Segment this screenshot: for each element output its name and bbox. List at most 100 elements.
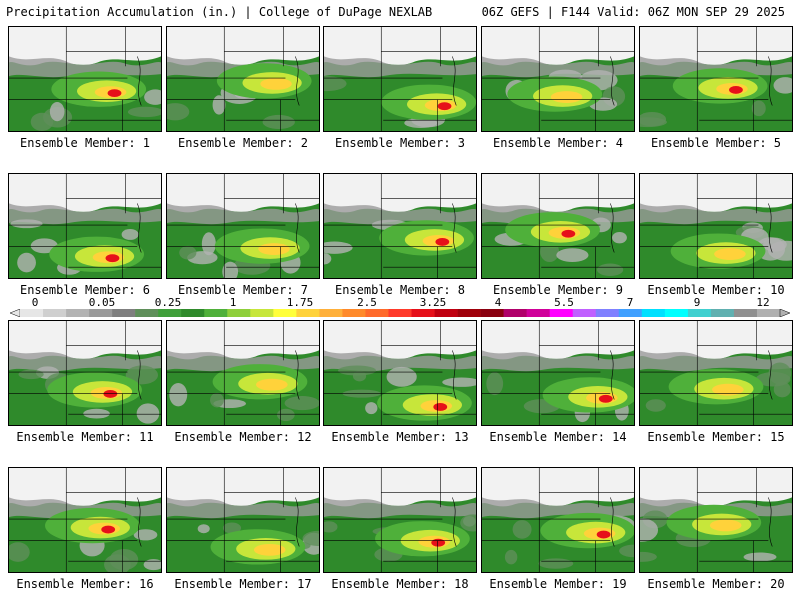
- colorbar-segment: [480, 309, 504, 317]
- light-patch: [619, 544, 634, 558]
- light-patch: [751, 100, 766, 117]
- dry-area: [9, 174, 161, 213]
- precip-map: [167, 321, 319, 425]
- precip-map: [640, 468, 792, 572]
- light-patch: [17, 252, 36, 273]
- colorbar-tick-label: 1: [229, 296, 237, 309]
- light-patch: [386, 366, 417, 387]
- colorbar-tick-label: 1.75: [286, 296, 314, 309]
- colorbar-segment: [66, 309, 90, 317]
- light-patch: [442, 377, 476, 387]
- light-patch: [768, 240, 792, 261]
- colorbar-segment: [135, 309, 159, 317]
- light-precip-band: [482, 497, 634, 519]
- dry-area: [324, 27, 476, 66]
- light-patch: [18, 369, 44, 380]
- extreme-precip-core: [101, 525, 116, 534]
- light-patch: [302, 530, 319, 546]
- light-patch: [125, 365, 159, 385]
- light-patch: [276, 408, 295, 422]
- light-patch: [324, 241, 353, 254]
- light-precip-band: [324, 497, 476, 519]
- ensemble-map-panel: [481, 173, 635, 279]
- light-patch: [640, 117, 667, 128]
- colorbar-segment: [618, 309, 643, 317]
- light-patch: [104, 554, 131, 572]
- precip-map: [324, 174, 476, 278]
- extreme-precip-core: [107, 89, 122, 98]
- colorbar-segment: [434, 309, 458, 317]
- ensemble-member-label: Ensemble Member: 19: [489, 577, 627, 591]
- ensemble-map-panel: [481, 467, 635, 573]
- ensemble-map-panel: [639, 320, 793, 426]
- light-patch: [504, 549, 518, 565]
- ensemble-member-label: Ensemble Member: 3: [334, 136, 466, 150]
- ensemble-map-panel: [8, 320, 162, 426]
- state-boundary: [452, 56, 457, 106]
- light-patch: [612, 231, 627, 244]
- colorbar-segment: [503, 309, 527, 317]
- light-patch: [556, 248, 589, 263]
- light-patch: [640, 518, 659, 542]
- ensemble-member-label: Ensemble Member: 4: [492, 136, 624, 150]
- light-patch: [645, 399, 666, 412]
- colorbar-tick-label: 12: [756, 296, 770, 309]
- light-patch: [197, 524, 210, 534]
- state-boundary: [768, 350, 773, 400]
- ensemble-member-label: Ensemble Member: 13: [331, 430, 469, 444]
- ensemble-map-panel: [8, 26, 162, 132]
- light-patch: [144, 89, 161, 105]
- ensemble-map-panel: [639, 467, 793, 573]
- light-patch: [324, 521, 338, 533]
- ensemble-map-panel: [639, 173, 793, 279]
- precip-map: [9, 468, 161, 572]
- colorbar-tick-label: 4: [494, 296, 502, 309]
- heavy-precip-core: [256, 378, 288, 391]
- colorbar-tick-label: 5.5: [554, 296, 574, 309]
- ensemble-member-label: Ensemble Member: 15: [647, 430, 785, 444]
- light-patch: [352, 370, 367, 382]
- ensemble-member-label: Ensemble Member: 11: [16, 430, 154, 444]
- light-patch: [121, 228, 139, 240]
- dry-area: [9, 27, 161, 66]
- heavy-precip-core: [253, 543, 286, 556]
- light-patch: [210, 392, 224, 408]
- colorbar-segment: [204, 309, 228, 317]
- state-boundary: [452, 497, 457, 547]
- light-patch: [640, 551, 657, 562]
- precip-map: [482, 468, 634, 572]
- extreme-precip-core: [596, 530, 611, 539]
- light-patch: [755, 372, 791, 387]
- dry-area: [167, 174, 319, 213]
- precip-map: [9, 174, 161, 278]
- colorbar-segment: [227, 309, 251, 317]
- precip-map: [324, 321, 476, 425]
- light-patch: [49, 101, 65, 122]
- ensemble-member-label: Ensemble Member: 7: [177, 283, 309, 297]
- precip-map: [482, 27, 634, 131]
- colorbar-segment: [89, 309, 113, 317]
- state-boundary: [295, 350, 300, 400]
- ensemble-map-panel: [166, 173, 320, 279]
- heavy-precip-core: [258, 243, 290, 255]
- colorbar-segment: [319, 309, 343, 317]
- dry-area: [640, 27, 792, 66]
- light-patch: [324, 253, 332, 265]
- colorbar-segment: [710, 309, 735, 317]
- state-boundary: [137, 350, 142, 400]
- dry-area: [640, 321, 792, 360]
- light-patch: [167, 103, 190, 121]
- colorbar-segment: [365, 309, 389, 317]
- extreme-precip-core: [437, 102, 452, 111]
- colorbar-segment: [181, 309, 205, 317]
- state-boundary: [610, 203, 615, 253]
- light-precip-band: [640, 350, 792, 372]
- ensemble-member-label: Ensemble Member: 17: [174, 577, 312, 591]
- state-boundary: [295, 203, 300, 253]
- colorbar-tick-label: 3.25: [419, 296, 447, 309]
- state-boundary: [137, 497, 142, 547]
- colorbar-segment: [342, 309, 366, 317]
- light-patch: [262, 114, 295, 130]
- light-patch: [83, 408, 110, 419]
- ensemble-member-label: Ensemble Member: 10: [647, 283, 785, 297]
